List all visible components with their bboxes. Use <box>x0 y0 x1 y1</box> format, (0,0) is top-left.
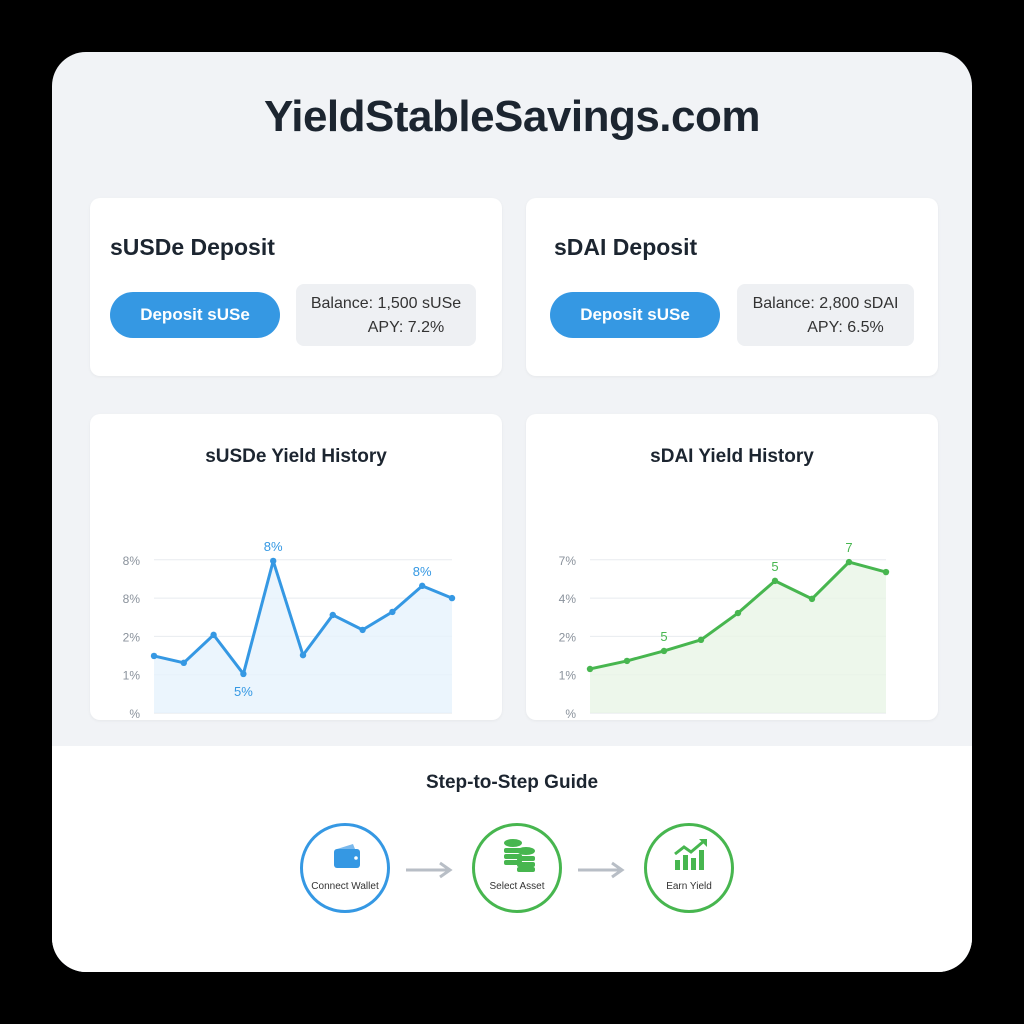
step-earn-yield[interactable]: Earn Yield <box>644 823 734 913</box>
y-tick-label: 2% <box>123 630 141 644</box>
data-point <box>150 652 158 660</box>
data-label: 5% <box>234 684 253 699</box>
y-tick-label: 1% <box>559 669 577 683</box>
y-tick-label: 7% <box>559 554 577 568</box>
arrow-right-icon <box>406 861 453 879</box>
data-point <box>180 659 187 667</box>
data-point <box>299 651 307 659</box>
page-frame: YieldStableSavings.com sUSDe Deposit Dep… <box>52 52 972 972</box>
data-label: 7 <box>845 540 852 555</box>
data-point <box>882 568 890 576</box>
data-point <box>329 611 336 619</box>
site-title: YieldStableSavings.com <box>264 92 761 141</box>
data-point <box>359 626 366 634</box>
apy-text: APY: 6.5% <box>807 319 884 336</box>
data-point <box>660 647 668 655</box>
coins-icon <box>504 839 535 872</box>
data-label: 8% <box>413 564 432 579</box>
step-label: Select Asset <box>489 881 545 892</box>
y-tick-label: 4% <box>559 592 577 606</box>
growth-chart-icon <box>674 839 707 870</box>
step-label: Connect Wallet <box>311 881 379 892</box>
sdai-yield-chart-card: sDAI Yield History %1%2%4%7%60%0%10%Date… <box>526 414 938 720</box>
data-point <box>240 670 247 678</box>
sdai-yield-chart: %1%2%4%7%60%0%10%Date557 <box>559 540 890 720</box>
balance-text: Balance: 1,500 sUSe <box>310 295 462 312</box>
y-tick-label: 2% <box>559 630 577 644</box>
data-point <box>808 595 816 603</box>
y-tick-label: 8% <box>123 554 141 568</box>
data-point <box>697 636 705 644</box>
data-point <box>210 631 217 639</box>
data-point <box>448 594 456 602</box>
susde-deposit-card: sUSDe Deposit Deposit sUSe Balance: 1,50… <box>90 198 502 376</box>
card-title: sDAI Deposit <box>554 234 698 260</box>
data-label: 8% <box>264 539 283 554</box>
chart-title: sDAI Yield History <box>650 446 814 467</box>
card-title: sUSDe Deposit <box>110 234 275 260</box>
susde-yield-chart: %1%2%8%8%50%0%10%Date8%5%8% <box>123 539 456 720</box>
arrow-right-icon <box>578 861 625 879</box>
balance-text: Balance: 2,800 sDAI <box>752 295 899 312</box>
data-point <box>419 582 426 590</box>
step-label: Earn Yield <box>666 881 712 892</box>
y-tick-label: 1% <box>123 669 141 683</box>
guide-title: Step-to-Step Guide <box>425 772 599 793</box>
susde-yield-chart-card: sUSDe Yield History %1%2%8%8%50%0%10%Dat… <box>90 414 502 720</box>
wallet-icon <box>334 844 360 868</box>
step-select-asset[interactable]: Select Asset <box>472 823 562 913</box>
balance-box: Balance: 2,800 sDAI APY: 6.5% <box>737 284 914 346</box>
apy-text: APY: 7.2% <box>367 319 445 336</box>
sdai-deposit-card: sDAI Deposit Deposit sUSe Balance: 2,800… <box>526 198 938 376</box>
y-tick-label: % <box>565 707 576 720</box>
data-point <box>270 557 277 565</box>
data-label: 5 <box>771 559 778 574</box>
data-point <box>845 558 853 566</box>
data-point <box>734 609 742 617</box>
chart-title: sUSDe Yield History <box>205 446 387 467</box>
data-point <box>623 657 631 665</box>
data-label: 5 <box>660 629 667 644</box>
deposit-sdai-button[interactable]: Deposit sUSe <box>550 292 720 338</box>
balance-box: Balance: 1,500 sUSe APY: 7.2% <box>296 284 476 346</box>
y-tick-label: 8% <box>123 592 141 606</box>
data-point <box>586 665 594 673</box>
y-tick-label: % <box>129 707 140 720</box>
area-fill <box>154 560 452 713</box>
deposit-susde-button[interactable]: Deposit sUSe <box>110 292 280 338</box>
area-fill <box>590 562 886 713</box>
step-connect-wallet[interactable]: Connect Wallet <box>300 823 390 913</box>
data-point <box>389 608 396 616</box>
data-point <box>771 577 779 585</box>
